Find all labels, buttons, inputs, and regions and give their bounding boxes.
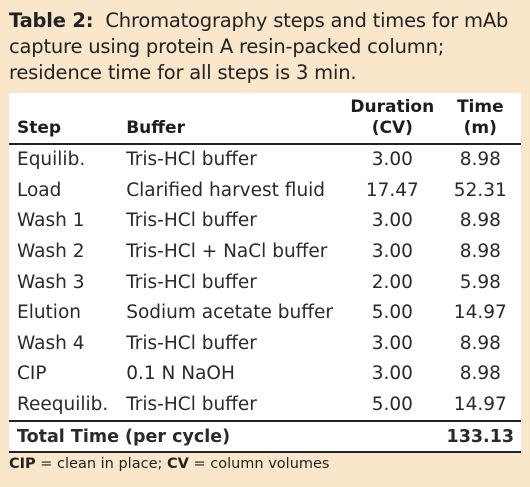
- chromatography-table: Step Buffer Duration (CV) Time (m) Equil…: [9, 93, 521, 454]
- footnote-abbr-cv: CV: [166, 456, 189, 472]
- cell-time: 14.97: [453, 394, 507, 416]
- cell-step: CIP: [17, 363, 47, 385]
- cell-duration: 3.00: [371, 210, 413, 232]
- table-row: Wash 4 Tris-HCl buffer 3.00 8.98: [9, 329, 521, 360]
- table-row: Wash 3 Tris-HCl buffer 2.00 5.98: [9, 267, 521, 298]
- cell-time: 52.31: [453, 179, 507, 201]
- header-duration-line2: (CV): [371, 118, 413, 138]
- table-row: Wash 2 Tris-HCl + NaCl buffer 3.00 8.98: [9, 237, 521, 268]
- cell-buffer: Tris-HCl buffer: [126, 271, 257, 293]
- table-row: Equilib. Tris-HCl buffer 3.00 8.98: [9, 144, 521, 176]
- cell-duration: 5.00: [371, 394, 413, 416]
- cell-buffer: Tris-HCl buffer: [126, 210, 257, 232]
- footnote-abbr-cip: CIP: [9, 456, 36, 472]
- table-row: Reequilib. Tris-HCl buffer 5.00 14.97: [9, 390, 521, 422]
- footnote-def-cip: = clean in place;: [35, 456, 167, 472]
- cell-buffer: Tris-HCl buffer: [126, 149, 257, 171]
- footnote-def-cv: = column volumes: [188, 456, 330, 472]
- cell-step: Reequilib.: [17, 394, 109, 416]
- header-buffer: Buffer: [126, 93, 346, 145]
- cell-step: Wash 1: [17, 210, 85, 232]
- header-time: Time (m): [439, 93, 521, 145]
- cell-step: Load: [17, 179, 62, 201]
- cell-duration: 3.00: [371, 241, 413, 263]
- table-caption: Table 2: Chromatography steps and times …: [9, 8, 521, 86]
- cell-buffer: Tris-HCl buffer: [126, 332, 257, 354]
- cell-duration: 5.00: [371, 302, 413, 324]
- cell-step: Wash 2: [17, 241, 85, 263]
- table-row: Elution Sodium acetate buffer 5.00 14.97: [9, 298, 521, 329]
- header-step: Step: [9, 93, 127, 145]
- cell-step: Wash 4: [17, 332, 85, 354]
- cell-time: 8.98: [459, 241, 501, 263]
- header-duration-line1: Duration: [350, 97, 435, 117]
- cell-duration: 2.00: [371, 271, 413, 293]
- caption-label: Table 2:: [9, 9, 94, 32]
- cell-time: 14.97: [453, 302, 507, 324]
- cell-step: Wash 3: [17, 271, 85, 293]
- table-footnote: CIP = clean in place; CV = column volume…: [9, 456, 329, 472]
- cell-time: 8.98: [459, 332, 501, 354]
- cell-duration: 17.47: [365, 179, 419, 201]
- cell-time: 5.98: [459, 271, 501, 293]
- table-row: Load Clarified harvest fluid 17.47 52.31: [9, 176, 521, 207]
- cell-buffer: Tris-HCl buffer: [126, 394, 257, 416]
- cell-time: 8.98: [459, 210, 501, 232]
- cell-step: Equilib.: [17, 149, 86, 171]
- cell-buffer: Clarified harvest fluid: [126, 179, 326, 201]
- cell-buffer: Tris-HCl + NaCl buffer: [126, 241, 328, 263]
- data-table-container: Step Buffer Duration (CV) Time (m) Equil…: [9, 93, 521, 454]
- table-row: Wash 1 Tris-HCl buffer 3.00 8.98: [9, 206, 521, 237]
- cell-duration: 3.00: [371, 363, 413, 385]
- cell-duration: 3.00: [371, 332, 413, 354]
- caption-text: Chromatography steps and times for mAb c…: [9, 9, 509, 84]
- cell-time: 8.98: [459, 363, 501, 385]
- cell-buffer: 0.1 N NaOH: [126, 363, 235, 385]
- cell-buffer: Sodium acetate buffer: [126, 302, 333, 324]
- header-duration: Duration (CV): [345, 93, 440, 145]
- header-row: Step Buffer Duration (CV) Time (m): [9, 93, 521, 145]
- table-row: CIP 0.1 N NaOH 3.00 8.98: [9, 359, 521, 390]
- cell-time: 8.98: [459, 149, 501, 171]
- total-value: 133.13: [439, 420, 521, 454]
- cell-duration: 3.00: [371, 149, 413, 171]
- cell-step: Elution: [17, 302, 81, 324]
- header-time-line2: (m): [463, 118, 497, 138]
- total-row: Total Time (per cycle) 133.13: [9, 420, 521, 454]
- header-time-line1: Time: [456, 97, 504, 117]
- total-label: Total Time (per cycle): [9, 420, 440, 454]
